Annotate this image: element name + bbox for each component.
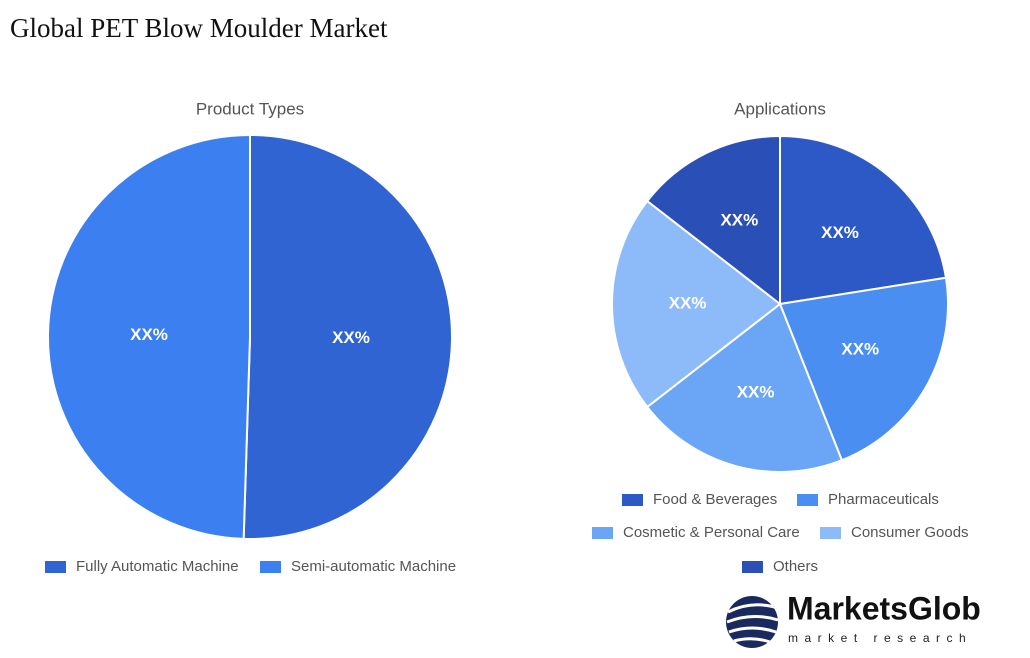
- legend-label: Fully Automatic Machine: [76, 558, 239, 575]
- pie-slice: [611, 199, 782, 409]
- legend-swatch: [260, 561, 281, 573]
- slice-label: XX%: [841, 339, 879, 358]
- logo: MarketsGlob market research: [726, 590, 981, 648]
- slice-label: XX%: [332, 328, 370, 347]
- slice-label: XX%: [720, 211, 758, 230]
- legend-label: Cosmetic & Personal Care: [623, 524, 800, 541]
- pie-slice: [47, 133, 251, 540]
- legend-swatch: [820, 527, 841, 539]
- legend-swatch: [797, 494, 818, 506]
- pie-slice: [645, 302, 844, 473]
- chart-title: Product Types: [196, 99, 304, 118]
- pie-slice: [645, 134, 781, 307]
- logo-stripes: [726, 603, 779, 644]
- slice-label: XX%: [737, 383, 775, 402]
- slice-label: XX%: [669, 293, 707, 312]
- logo-name: MarketsGlob: [787, 590, 981, 626]
- legend-label: Semi-automatic Machine: [291, 558, 456, 575]
- legend-swatch: [742, 561, 763, 573]
- legend-label: Consumer Goods: [851, 524, 969, 541]
- legend-swatch: [622, 494, 643, 506]
- page-title: Global PET Blow Moulder Market: [10, 13, 388, 43]
- pie-slice: [242, 133, 453, 540]
- pie-slice: [778, 276, 949, 462]
- chart-title: Applications: [734, 99, 826, 118]
- legend-swatch: [45, 561, 66, 573]
- legend-label: Pharmaceuticals: [828, 491, 939, 508]
- slice-label: XX%: [821, 223, 859, 242]
- slice-label: XX%: [130, 325, 168, 344]
- logo-tagline: market research: [788, 631, 972, 645]
- legend-label: Food & Beverages: [653, 491, 777, 508]
- legend-label: Others: [773, 558, 818, 575]
- legend-swatch: [592, 527, 613, 539]
- pie-slice: [779, 134, 948, 306]
